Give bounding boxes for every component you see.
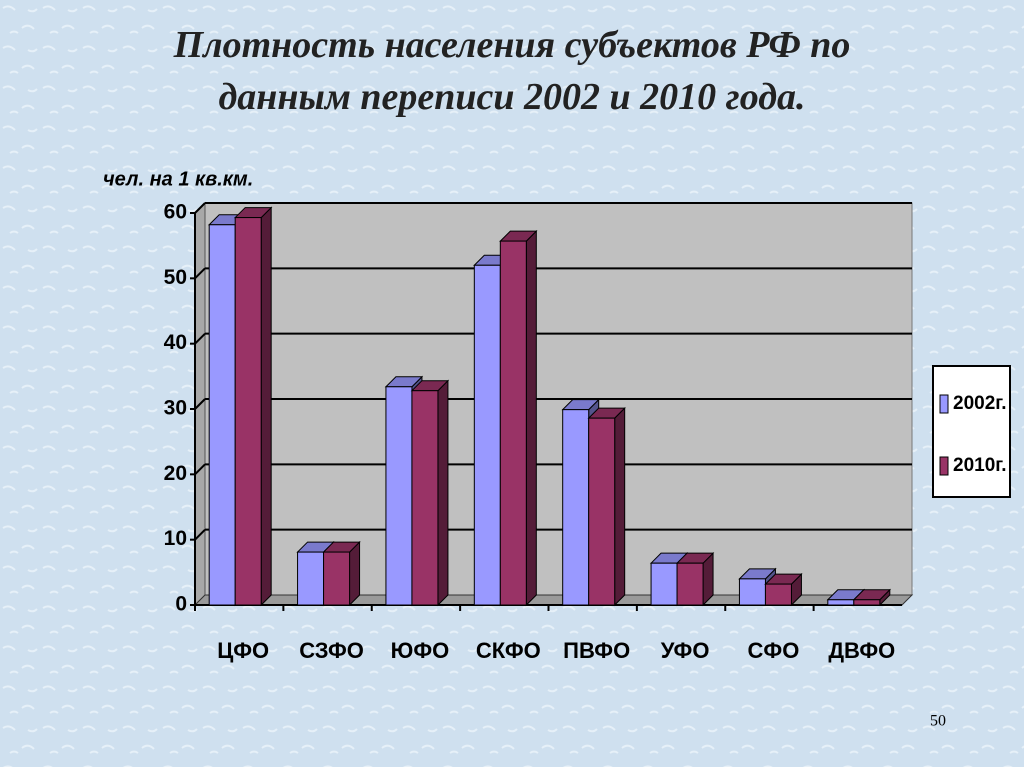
legend-swatch [939, 394, 949, 414]
grid-line [194, 202, 206, 214]
y-tick-label: 40 [164, 331, 187, 354]
y-tick-label: 30 [164, 397, 187, 420]
y-tick-label: 10 [164, 527, 187, 550]
bar [323, 551, 351, 606]
x-tick-label: УФО [661, 638, 710, 663]
bar [853, 599, 881, 606]
bar [499, 240, 527, 606]
bar [234, 217, 262, 606]
y-tick-label: 60 [164, 201, 187, 224]
x-tick-label: СФО [748, 638, 800, 663]
bar [738, 578, 766, 606]
grid-line [194, 528, 206, 541]
x-tick-label: ЮФО [391, 638, 450, 663]
legend-label: 2002г. [953, 393, 1007, 414]
x-tick-label: СКФО [476, 638, 541, 663]
y-axis-label: чел. на 1 кв.км. [103, 168, 253, 190]
x-tick-label: ПВФО [563, 638, 630, 663]
bar [764, 583, 792, 606]
x-tick-label: ЦФО [217, 638, 269, 663]
bar [676, 562, 704, 606]
legend-label: 2010г. [953, 455, 1007, 476]
bar [385, 386, 413, 606]
bar [562, 409, 590, 606]
y-tick-label: 50 [164, 266, 187, 289]
bar [411, 390, 439, 606]
bar-side [260, 206, 272, 607]
y-tick-label: 0 [175, 593, 187, 616]
x-tick-label: СЗФО [299, 638, 364, 663]
bar [473, 264, 501, 606]
bar-side [614, 406, 626, 607]
page-number: 50 [930, 713, 946, 730]
bar-side [349, 540, 361, 607]
bar-side [437, 379, 449, 607]
bar [208, 224, 236, 606]
grid-line [194, 463, 206, 476]
bar [297, 551, 325, 606]
grid-line [194, 267, 206, 280]
legend-box [932, 365, 1011, 498]
grid-line [194, 332, 206, 345]
bar [827, 599, 855, 606]
chart-title: Плотность населения субъектов РФ по данны… [173, 24, 851, 118]
legend-swatch [939, 456, 949, 476]
bar [650, 562, 678, 606]
bar-side [525, 229, 537, 607]
bar [588, 417, 616, 606]
y-tick-label: 20 [164, 462, 187, 485]
x-tick-label: ДВФО [828, 638, 895, 663]
grid-line [194, 398, 206, 410]
